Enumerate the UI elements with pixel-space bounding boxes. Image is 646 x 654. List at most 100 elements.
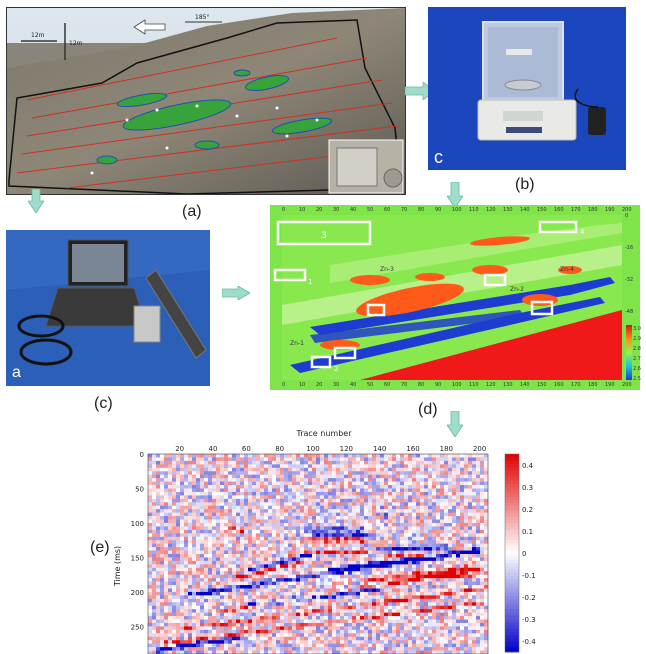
label-c: (c): [94, 395, 113, 412]
y-tick-label: 0: [140, 451, 144, 459]
x-tick-label: 20: [175, 445, 184, 453]
scale-horizontal-label: 12m: [31, 32, 45, 39]
model-colorbar-tick: 2.6: [633, 366, 641, 372]
outcrop-image: 12m 12m 185°: [7, 8, 405, 194]
box-label: 3: [321, 231, 327, 241]
colorbar-tick-label: -0.1: [522, 572, 536, 580]
model-tick-label: 70: [401, 382, 408, 388]
model-tick-label: 40: [350, 207, 357, 213]
unit-label: Zn-2: [510, 286, 524, 293]
label-d: (d): [418, 401, 438, 418]
label-a: (a): [182, 203, 202, 220]
model-tick-label: -48: [625, 309, 634, 315]
x-tick-label: 40: [209, 445, 218, 453]
model-tick-label: 80: [418, 382, 425, 388]
model-tick-label: 180: [588, 207, 598, 213]
photo-b: c: [428, 7, 626, 170]
photo-c: a: [6, 230, 210, 386]
model-tick-label: 10: [299, 382, 306, 388]
model-tick-label: 0: [282, 382, 286, 388]
photo-b-corner-letter: c: [434, 147, 443, 167]
model-colorbar-tick: 2.8: [633, 346, 641, 352]
model-tick-label: 110: [469, 382, 479, 388]
model-tick-label: 120: [486, 382, 496, 388]
seismic-chart: Trace number Time (ms) 20 40 60 80 100 120 140…: [113, 429, 536, 654]
model-tick-label: 120: [486, 207, 496, 213]
azimuth-label: 185°: [195, 14, 209, 21]
x-tick-label: 180: [440, 445, 453, 453]
model-tick-label: 110: [469, 207, 479, 213]
model-tick-label: 160: [554, 382, 564, 388]
unit-label: Zn-3: [380, 266, 394, 273]
model-tick-label: 0: [282, 207, 286, 213]
model-tick-label: 80: [418, 207, 425, 213]
equipment-image: [6, 230, 210, 386]
box-label: 4: [580, 228, 585, 236]
label-e: (e): [90, 539, 110, 556]
colorbar: [504, 453, 520, 653]
arrow-right-icon: [222, 286, 250, 300]
model-tick-label: 190: [605, 207, 615, 213]
model-tick-label: 50: [367, 382, 374, 388]
model-tick-label: 170: [571, 207, 581, 213]
x-tick-label: 140: [373, 445, 386, 453]
model-tick-label: 70: [401, 207, 408, 213]
model-colorbar-tick: 2.9: [633, 336, 641, 342]
y-tick-label: 200: [131, 589, 144, 597]
model-tick-label: 200: [622, 382, 632, 388]
model-tick-label: 30: [333, 207, 340, 213]
x-tick-label: 100: [306, 445, 319, 453]
box-label: 2: [334, 365, 338, 373]
model-tick-label: 90: [435, 382, 442, 388]
model-tick-label: 150: [537, 382, 547, 388]
model-colorbar-tick: 3.0: [633, 326, 641, 332]
model-tick-label: 190: [605, 382, 615, 388]
photo-a: 12m 12m 185°: [6, 7, 406, 195]
model-tick-label: 90: [435, 207, 442, 213]
colorbar-tick-label: 0: [522, 550, 526, 558]
model-tick-label: 50: [367, 207, 374, 213]
model-tick-label: 100: [452, 207, 462, 213]
colorbar-tick-label: 0.4: [522, 462, 534, 470]
scale-vertical-label: 12m: [69, 40, 83, 47]
colorbar-tick-label: 0.2: [522, 506, 533, 514]
x-tick-label: 120: [340, 445, 353, 453]
colorbar-tick-label: 0.1: [522, 528, 533, 536]
model-tick-label: 130: [503, 207, 513, 213]
model-tick-label: 180: [588, 382, 598, 388]
y-axis-label: Time (ms): [113, 546, 122, 587]
model-tick-label: 10: [299, 207, 306, 213]
model-tick-label: -16: [625, 245, 634, 251]
model-tick-label: 20: [316, 382, 323, 388]
x-tick-label: 60: [242, 445, 251, 453]
x-tick-label: 80: [275, 445, 284, 453]
y-tick-label: 250: [131, 623, 144, 631]
x-axis-label: Trace number: [296, 429, 353, 438]
scale-bar: [21, 23, 66, 60]
model-d: 3 4 1 2 Zn-4 Zn-3 Zn-2 Zn-1 0 10 20 30 40 50 6…: [270, 205, 641, 390]
colorbar-tick-label: -0.3: [522, 616, 536, 624]
model-tick-label: 100: [452, 382, 462, 388]
colorbar-tick-label: -0.4: [522, 638, 536, 646]
model-colorbar-tick: 2.5: [633, 376, 641, 382]
model-tick-label: 20: [316, 207, 323, 213]
photo-c-corner-letter: a: [12, 364, 21, 381]
model-tick-label: 140: [520, 207, 530, 213]
balance-image: [428, 7, 626, 170]
plot-frame: [147, 453, 489, 654]
model-colorbar: [626, 325, 632, 380]
model-tick-label: -32: [625, 277, 634, 283]
model-tick-label: 30: [333, 382, 340, 388]
model-tick-label: 160: [554, 207, 564, 213]
model-tick-label: 0: [625, 213, 629, 219]
unit-label: Zn-1: [290, 340, 304, 347]
model-tick-label: 40: [350, 382, 357, 388]
model-tick-label: 140: [520, 382, 530, 388]
y-tick-label: 50: [135, 485, 144, 493]
y-tick-label: 100: [131, 520, 144, 528]
model-tick-label: 130: [503, 382, 513, 388]
model-image: 3 4 1 2 Zn-4 Zn-3 Zn-2 Zn-1: [270, 205, 640, 390]
unit-label: Zn-4: [560, 266, 574, 273]
colorbar-tick-label: 0.3: [522, 484, 533, 492]
colorbar-tick-label: -0.2: [522, 594, 536, 602]
